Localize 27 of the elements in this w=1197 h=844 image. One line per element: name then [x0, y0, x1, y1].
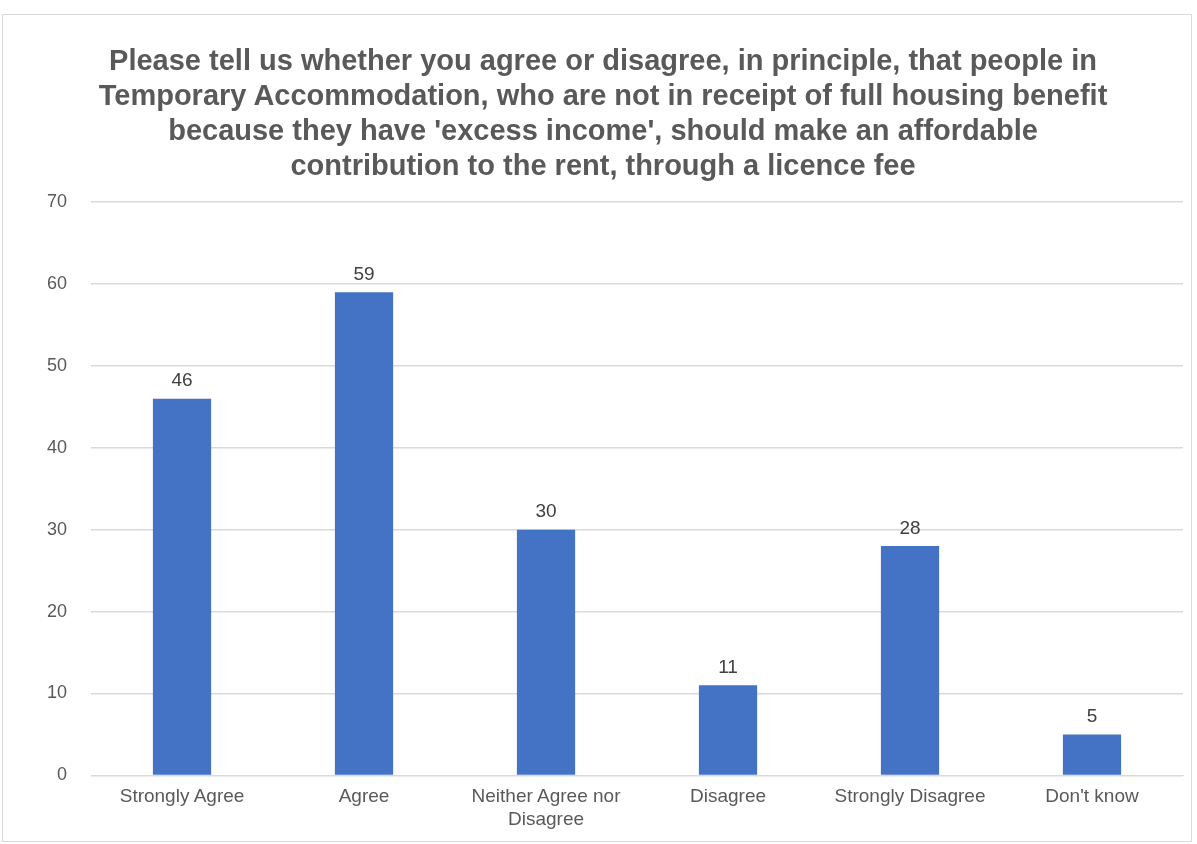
x-tick-label: Strongly Agree [119, 785, 245, 807]
data-label: 46 [171, 369, 193, 391]
bar [516, 529, 576, 775]
chart-title: Please tell us whether you agree or disagree, in principle, that people in Temporary Accommodation, who are not in receipt of full housing benefit because they have 'excess income', should make an affordable contribution to the rent, through a licence fee [98, 44, 1108, 181]
data-label: 5 [1086, 705, 1098, 727]
data-label: 30 [535, 500, 557, 522]
bar [1062, 734, 1122, 775]
y-tick-label: 40 [46, 436, 68, 457]
data-label: 11 [718, 656, 738, 678]
y-tick-label: 50 [46, 354, 68, 375]
y-tick-label: 10 [46, 682, 68, 703]
bar [334, 292, 394, 775]
x-tick-label: Agree [338, 785, 390, 807]
data-label: 59 [353, 263, 375, 285]
y-tick-label: 20 [46, 600, 68, 621]
bar [152, 398, 212, 775]
y-tick-label: 0 [57, 764, 68, 785]
data-label: 28 [899, 516, 921, 538]
x-tick-label: Neither Agree nor Disagree [471, 785, 622, 829]
y-tick-label: 30 [46, 518, 68, 539]
x-tick-label: Disagree [689, 785, 767, 807]
x-tick-label: Strongly Disagree [834, 785, 986, 807]
bar [698, 685, 758, 775]
x-tick-label: Don't know [1045, 785, 1139, 807]
y-tick-label: 60 [46, 273, 68, 294]
y-tick-label: 70 [46, 191, 68, 212]
bar [880, 546, 940, 775]
